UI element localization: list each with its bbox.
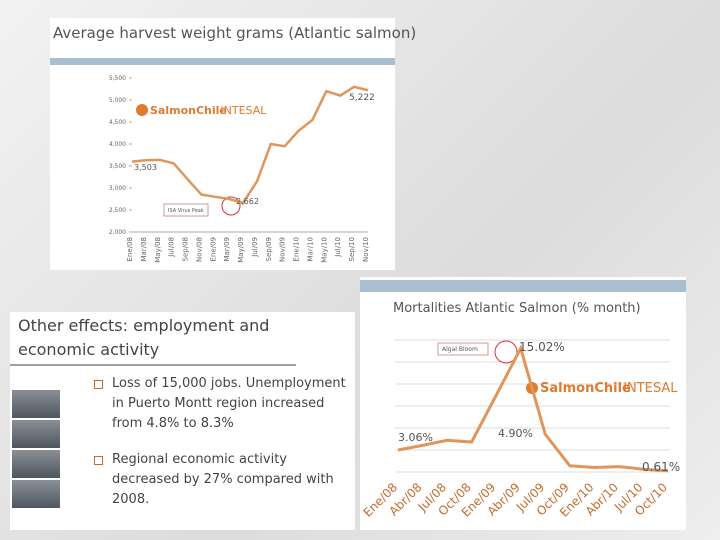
annotation: ISA Virus Peak (168, 208, 204, 214)
annotation: 3,503 (134, 163, 157, 172)
x-tick-label: May/08 (154, 237, 162, 263)
annotation: 15.02% (519, 340, 565, 354)
photo (12, 480, 60, 508)
logo: SalmonChile (150, 104, 227, 117)
logo-sub: INTESAL (220, 104, 267, 117)
panel-title: Other effects: employment and economic a… (10, 312, 296, 366)
annotation-box (437, 342, 489, 356)
x-tick-label: Mar/08 (140, 237, 148, 261)
line (397, 344, 669, 473)
highlight (221, 196, 241, 216)
title-bar (50, 58, 395, 65)
x-tick-label: Ene/10 (293, 237, 301, 261)
y-tick-label: 5,000 (109, 97, 126, 104)
logo-sub: INTESAL (623, 381, 678, 396)
annotation: 3.06% (398, 431, 433, 444)
x-tick-label: Ene/09 (209, 237, 217, 261)
y-tick-label: 3,500 (109, 163, 126, 170)
annotation: Algal Bloom (442, 346, 478, 353)
line (131, 85, 369, 205)
y-tick-label: 4,000 (109, 141, 126, 148)
x-tick-label: Sep/09 (265, 237, 273, 261)
logo-icon (136, 104, 148, 116)
x-tick-label: Jul/08 (168, 237, 176, 258)
photo (12, 450, 60, 478)
x-tick-label: Mar/09 (223, 237, 231, 261)
highlight (494, 340, 518, 364)
photo (12, 420, 60, 448)
annotation: 4.90% (498, 427, 533, 440)
x-tick-label: Mar/10 (306, 237, 314, 261)
bullet: Loss of 15,000 jobs. Unemployment in Pue… (94, 374, 352, 434)
x-tick-label: Nov/08 (195, 237, 203, 262)
annotation-box (163, 203, 209, 217)
y-tick-label: 2,000 (109, 229, 126, 236)
bullets: Loss of 15,000 jobs. Unemployment in Pue… (92, 374, 352, 526)
y-tick-label: 4,500 (109, 119, 126, 126)
x-tick-label: May/10 (320, 237, 328, 263)
x-tick-label: May/09 (237, 237, 245, 263)
x-tick-label: Nov/09 (279, 237, 287, 262)
annotation: 5,222 (349, 93, 375, 103)
x-tick-label: Jul/09 (251, 237, 259, 258)
y-tick-label: 5,500 (109, 75, 126, 82)
chart-title: Average harvest weight grams (Atlantic s… (53, 24, 416, 42)
x-tick-label: Jul/10 (334, 237, 342, 258)
annotation: 0.61% (642, 460, 680, 474)
text-panel: Other effects: employment and economic a… (10, 312, 355, 530)
chart-box (360, 277, 686, 530)
annotation: 2,662 (236, 197, 259, 206)
photo (12, 390, 60, 418)
grid (395, 339, 670, 473)
bullet: Regional economic activity decreased by … (94, 450, 352, 510)
chart-title: Mortalities Atlantic Salmon (% month) (393, 301, 641, 316)
logo: SalmonChile (540, 381, 631, 396)
x-tick-label: Nov/10 (362, 237, 370, 262)
y-tick-label: 3,000 (109, 185, 126, 192)
y-tick-label: 2,500 (109, 207, 126, 214)
x-tick-label: Sep/08 (182, 237, 190, 261)
x-tick-label: Sep/10 (348, 237, 356, 261)
title-bar (360, 280, 686, 292)
x-tick-label: Ene/08 (126, 237, 134, 261)
